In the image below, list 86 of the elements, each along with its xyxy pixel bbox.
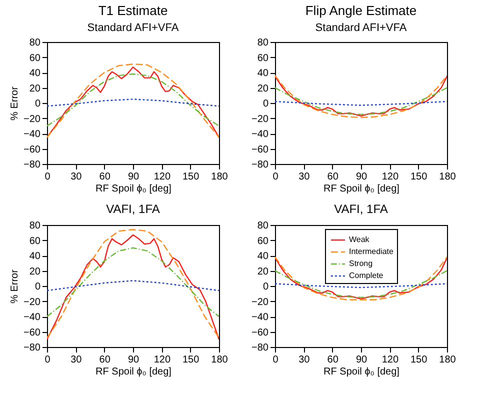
chart-subtitle: Standard AFI+VFA [87, 22, 180, 34]
y-tick-label: −40 [252, 312, 269, 323]
y-tick-label: 0 [262, 282, 269, 292]
x-tick-label: 150 [182, 172, 200, 182]
y-tick-label: 40 [29, 68, 41, 79]
x-tick-label: 150 [410, 172, 428, 182]
y-tick-label: −40 [24, 312, 41, 323]
y-tick-label: 40 [257, 68, 269, 79]
line-series [47, 280, 219, 292]
x-tick-label: 90 [356, 354, 368, 366]
x-tick-label: 120 [382, 172, 399, 182]
chart-title: VAFI, 1FA [334, 202, 388, 216]
x-tick-label: 150 [410, 354, 428, 366]
y-tick-label: 60 [29, 52, 41, 64]
y-tick-label: 80 [29, 38, 41, 48]
x-axis-title: RF Spoil ϕ₀ [deg] [324, 184, 400, 194]
x-tick-label: 60 [327, 172, 339, 182]
line-series [47, 247, 219, 318]
y-tick-label: −20 [24, 114, 41, 125]
y-tick-label: −80 [24, 160, 41, 170]
x-tick-label: 0 [44, 354, 51, 366]
x-tick-label: 0 [44, 172, 51, 182]
x-axis-title: RF Spoil ϕ₀ [deg] [96, 184, 172, 194]
x-tick-label: 180 [211, 354, 228, 366]
y-tick-label: −60 [252, 327, 269, 338]
x-tick-label: 30 [70, 354, 82, 366]
y-tick-label: 80 [257, 38, 269, 48]
y-tick-label: 60 [29, 236, 41, 247]
y-tick-label: 20 [29, 83, 41, 94]
legend-label: Intermediate [349, 247, 394, 256]
y-tick-label: 0 [262, 98, 269, 110]
line-series [47, 73, 219, 126]
y-tick-label: −60 [24, 327, 41, 338]
y-axis-title: % Error [10, 86, 21, 120]
y-tick-label: 20 [257, 266, 269, 278]
line-series [275, 87, 447, 116]
y-tick-label: 80 [257, 220, 269, 232]
y-tick-label: −80 [252, 342, 269, 354]
legend-label: Strong [349, 259, 373, 268]
y-tick-label: −20 [24, 296, 41, 308]
y-tick-label: 60 [257, 236, 269, 247]
y-tick-label: −60 [252, 144, 269, 156]
y-tick-label: −60 [24, 144, 41, 156]
x-tick-label: 60 [327, 354, 339, 366]
x-tick-label: 90 [128, 172, 140, 182]
x-tick-label: 30 [298, 172, 310, 182]
chart-subtitle: Standard AFI+VFA [315, 22, 408, 34]
line-series [275, 270, 447, 298]
x-tick-label: 0 [272, 354, 279, 366]
legend-label: Complete [349, 271, 384, 280]
x-tick-label: 180 [211, 172, 228, 182]
x-tick-label: 60 [99, 172, 111, 182]
chart-title: Flip Angle Estimate [305, 3, 417, 18]
y-tick-label: −20 [252, 114, 269, 125]
x-tick-label: 0 [272, 172, 279, 182]
x-tick-label: 180 [439, 354, 456, 366]
y-tick-label: −80 [252, 160, 269, 170]
x-tick-label: 30 [298, 354, 310, 366]
y-tick-label: 0 [34, 282, 41, 292]
x-tick-label: 90 [356, 172, 368, 182]
y-tick-label: −80 [24, 342, 41, 354]
x-tick-label: 120 [382, 354, 399, 366]
x-tick-label: 150 [182, 354, 200, 366]
chart-title: T1 Estimate [98, 3, 168, 18]
y-tick-label: 80 [29, 220, 41, 232]
x-tick-label: 120 [154, 172, 171, 182]
y-tick-label: −40 [24, 129, 41, 140]
x-tick-label: 60 [99, 354, 111, 366]
x-tick-label: 30 [70, 172, 82, 182]
x-axis-title: RF Spoil ϕ₀ [deg] [96, 366, 172, 378]
x-tick-label: 90 [128, 354, 140, 366]
legend-label: Weak [349, 235, 370, 244]
y-tick-label: 60 [257, 52, 269, 64]
x-tick-label: 120 [154, 354, 171, 366]
y-tick-label: −20 [252, 296, 269, 308]
line-series [47, 98, 219, 107]
y-tick-label: 0 [34, 98, 41, 110]
y-tick-label: 20 [29, 266, 41, 278]
chart-title: VAFI, 1FA [106, 202, 160, 216]
y-tick-label: 40 [29, 251, 41, 262]
y-axis-title: % Error [10, 268, 21, 304]
y-tick-label: −40 [252, 129, 269, 140]
x-axis-title: RF Spoil ϕ₀ [deg] [324, 366, 400, 378]
y-tick-label: 40 [257, 251, 269, 262]
y-tick-label: 20 [257, 83, 269, 94]
x-tick-label: 180 [439, 172, 456, 182]
